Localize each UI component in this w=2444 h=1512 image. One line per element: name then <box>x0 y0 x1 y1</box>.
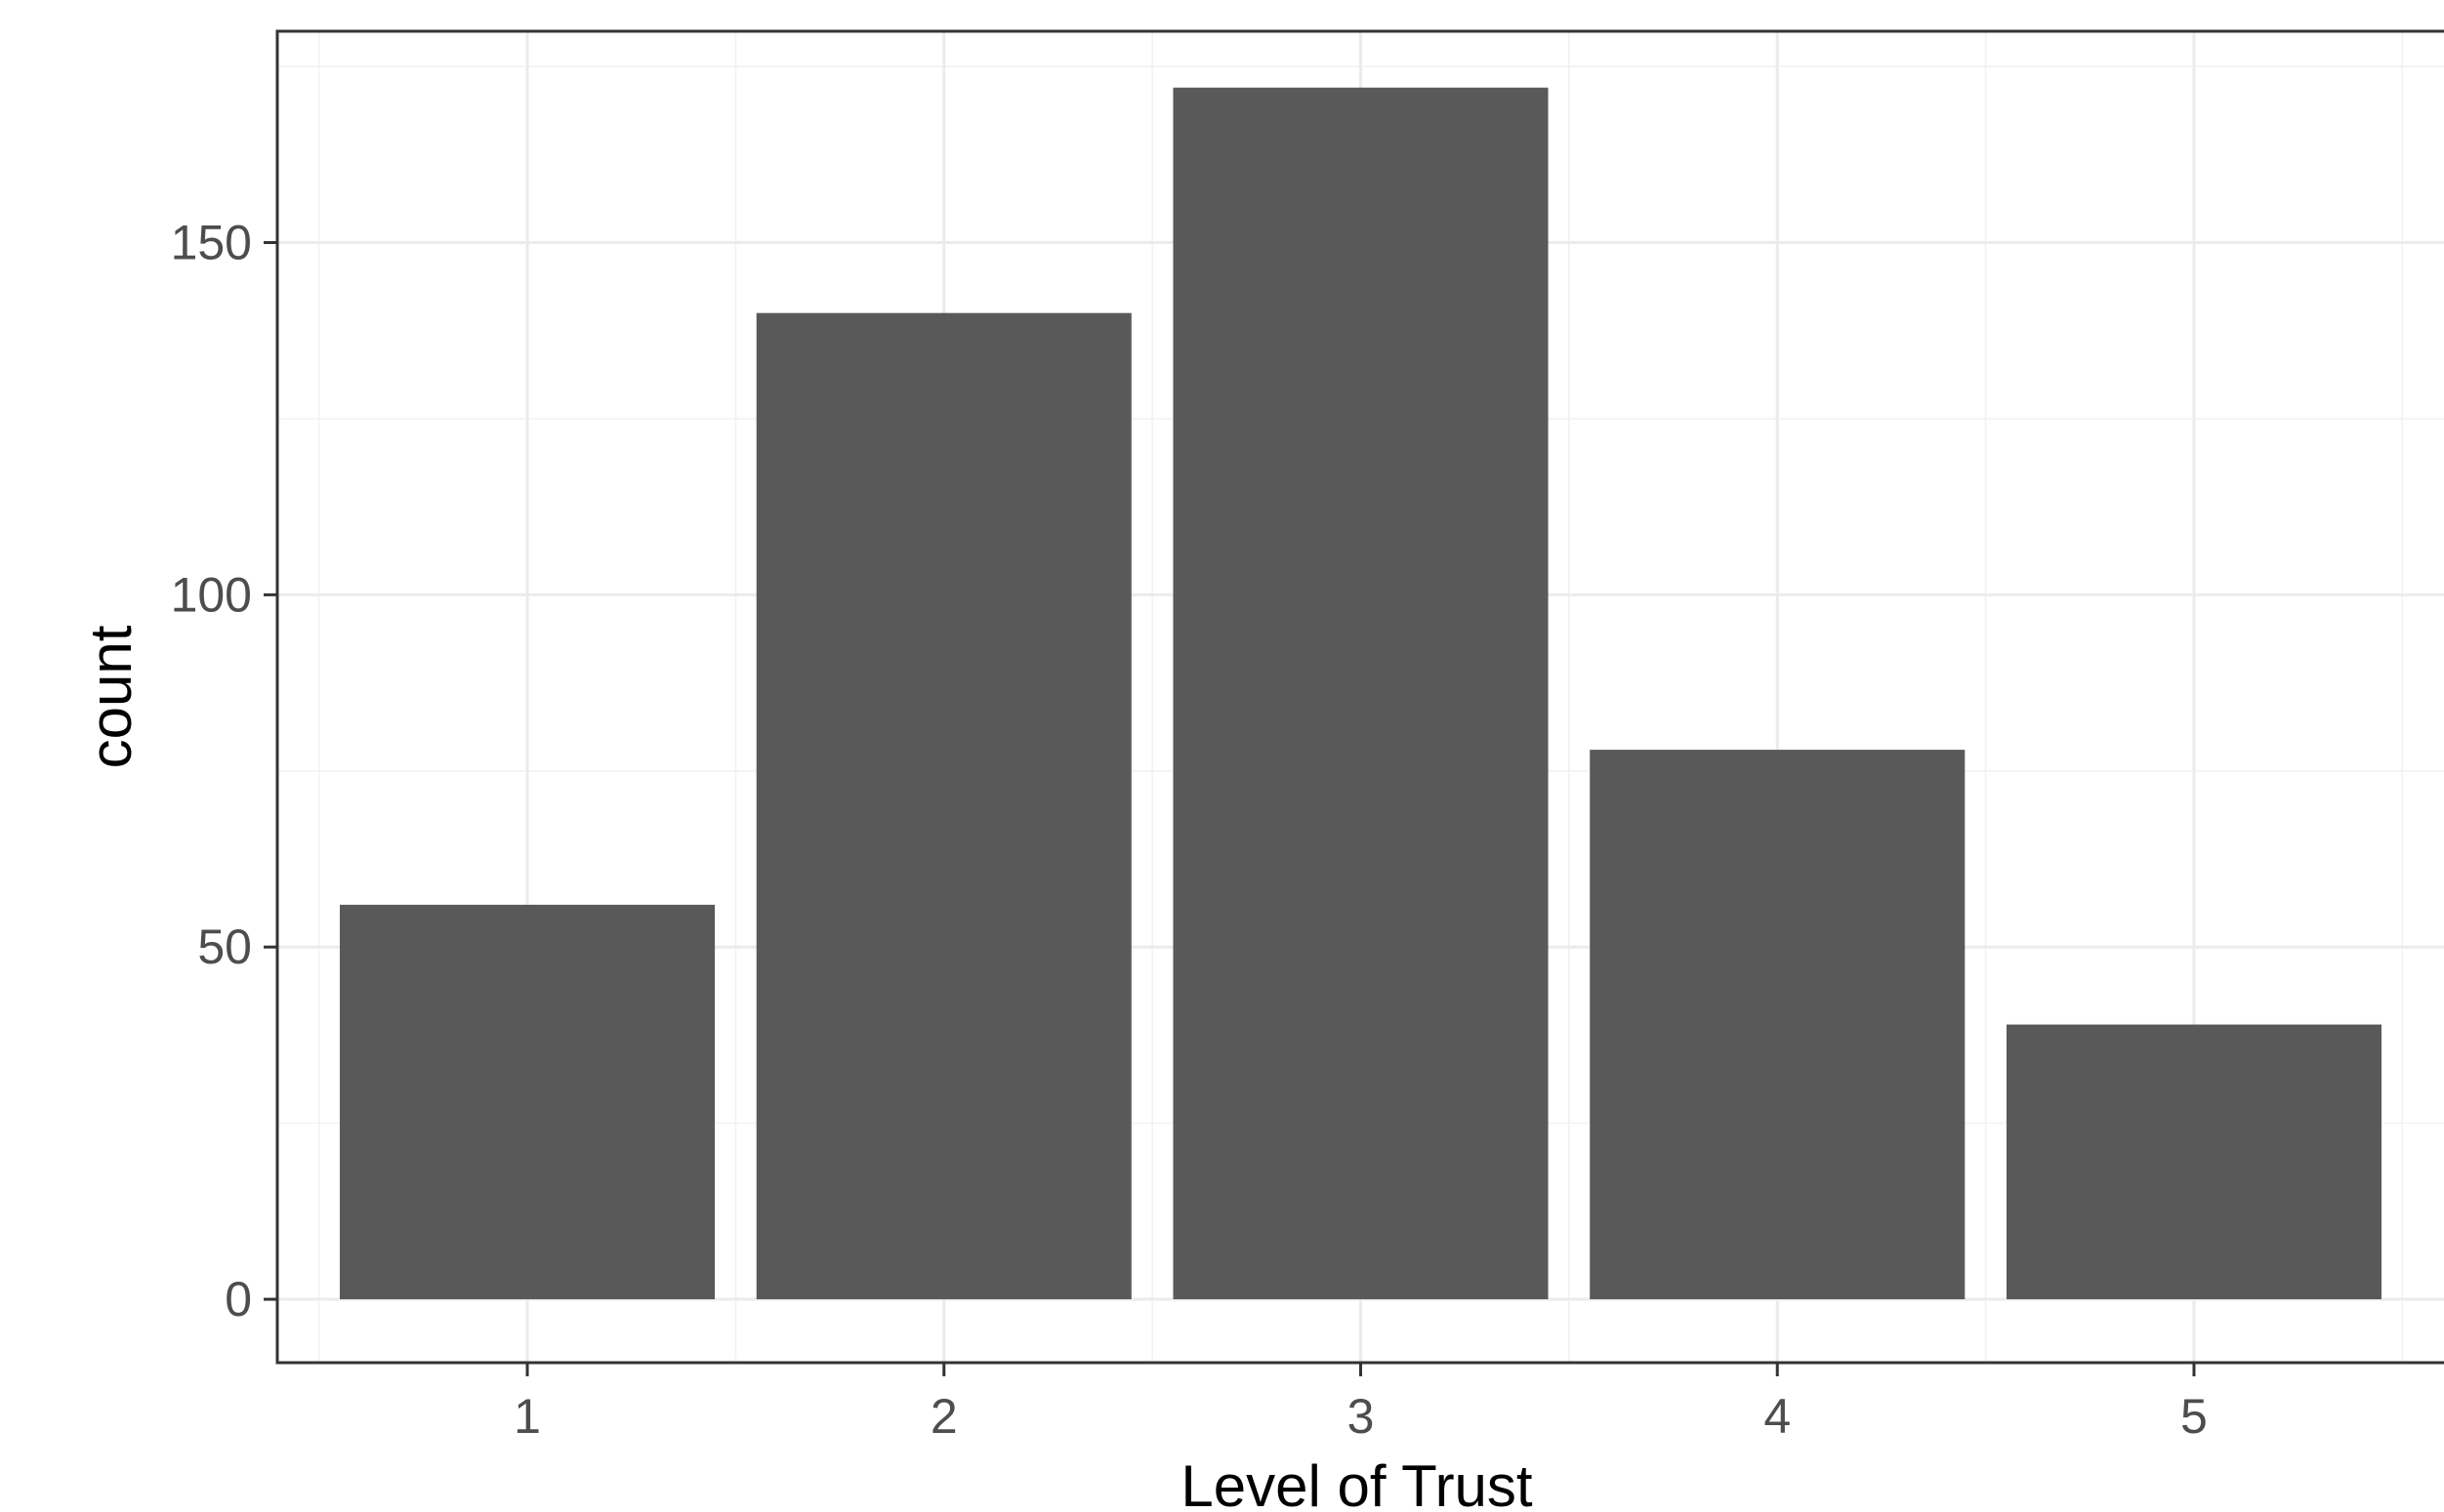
x-axis-title: Level of Trust <box>1181 1453 1533 1512</box>
x-tick-label: 4 <box>1763 1389 1791 1444</box>
y-axis-title: count <box>78 625 144 768</box>
bar-1 <box>340 904 716 1300</box>
y-tick-label: 150 <box>171 216 252 270</box>
y-tick-label: 0 <box>225 1272 252 1327</box>
bars <box>340 87 2382 1300</box>
bar-4 <box>1590 750 1966 1300</box>
y-tick-label: 100 <box>171 567 252 622</box>
bar-3 <box>1173 87 1549 1300</box>
x-tick-label: 1 <box>514 1389 541 1444</box>
y-tick-label: 50 <box>197 919 252 974</box>
x-axis: 1 2 3 4 5 <box>514 1363 2208 1444</box>
y-axis: 0 50 100 150 <box>171 216 277 1327</box>
panel-border <box>275 29 2444 1365</box>
bar-5 <box>2006 1024 2382 1300</box>
x-tick-label: 2 <box>931 1389 958 1444</box>
x-tick-label: 5 <box>2180 1389 2208 1444</box>
x-tick-label: 3 <box>1347 1389 1375 1444</box>
bar-2 <box>756 312 1132 1300</box>
